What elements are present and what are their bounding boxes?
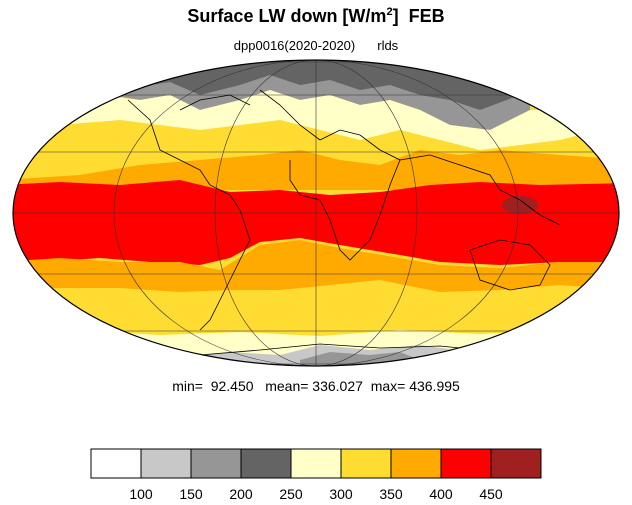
min-value: 92.450 xyxy=(210,378,254,394)
statistics-line: min= 92.450 mean= 336.027 max= 436.995 xyxy=(0,378,632,394)
map-border xyxy=(12,59,620,367)
colorbar-swatch xyxy=(340,448,392,479)
colorbar-tick-label: 250 xyxy=(279,486,303,502)
title-text: Surface LW down [W/m xyxy=(187,6,387,26)
arctic-pale-region xyxy=(60,90,600,150)
coastlines xyxy=(127,89,561,356)
arctic-dark-region xyxy=(150,60,520,110)
colorbar-swatch xyxy=(140,448,192,479)
mean-label: mean= xyxy=(265,378,309,394)
colorbar-swatch xyxy=(190,448,242,479)
colorbar-tick-label: 150 xyxy=(179,486,203,502)
colorbar-tick-label: 200 xyxy=(229,486,253,502)
chart-title: Surface LW down [W/m2] FEB xyxy=(0,6,632,27)
max-label: max= xyxy=(370,378,406,394)
chart-subtitle: dpp0016(2020-2020) rlds xyxy=(0,38,632,53)
title-superscript: 2 xyxy=(386,6,393,18)
colorbar-swatch xyxy=(390,448,442,479)
colorbar-tick-label: 100 xyxy=(129,486,153,502)
max-value: 436.995 xyxy=(409,378,460,394)
colorbar-tick-label: 300 xyxy=(329,486,353,502)
colorbar-swatch xyxy=(490,448,542,479)
colorbar-tick-label: 450 xyxy=(479,486,503,502)
subtitle-variable: rlds xyxy=(377,38,399,53)
colorbar-swatch xyxy=(240,448,292,479)
min-label: min= xyxy=(172,378,203,394)
maritime-hotspot xyxy=(502,196,538,214)
colorbar-tick-label: 350 xyxy=(379,486,403,502)
colorbar-swatch xyxy=(290,448,342,479)
title-month: FEB xyxy=(408,6,445,26)
colorbar-tick-label: 400 xyxy=(429,486,453,502)
mean-value: 336.027 xyxy=(312,378,363,394)
colorbar-swatch xyxy=(440,448,492,479)
colorbar-swatch xyxy=(90,448,142,479)
title-bracket: ] xyxy=(392,6,399,26)
subtitle-run: dpp0016(2020-2020) xyxy=(233,38,356,53)
